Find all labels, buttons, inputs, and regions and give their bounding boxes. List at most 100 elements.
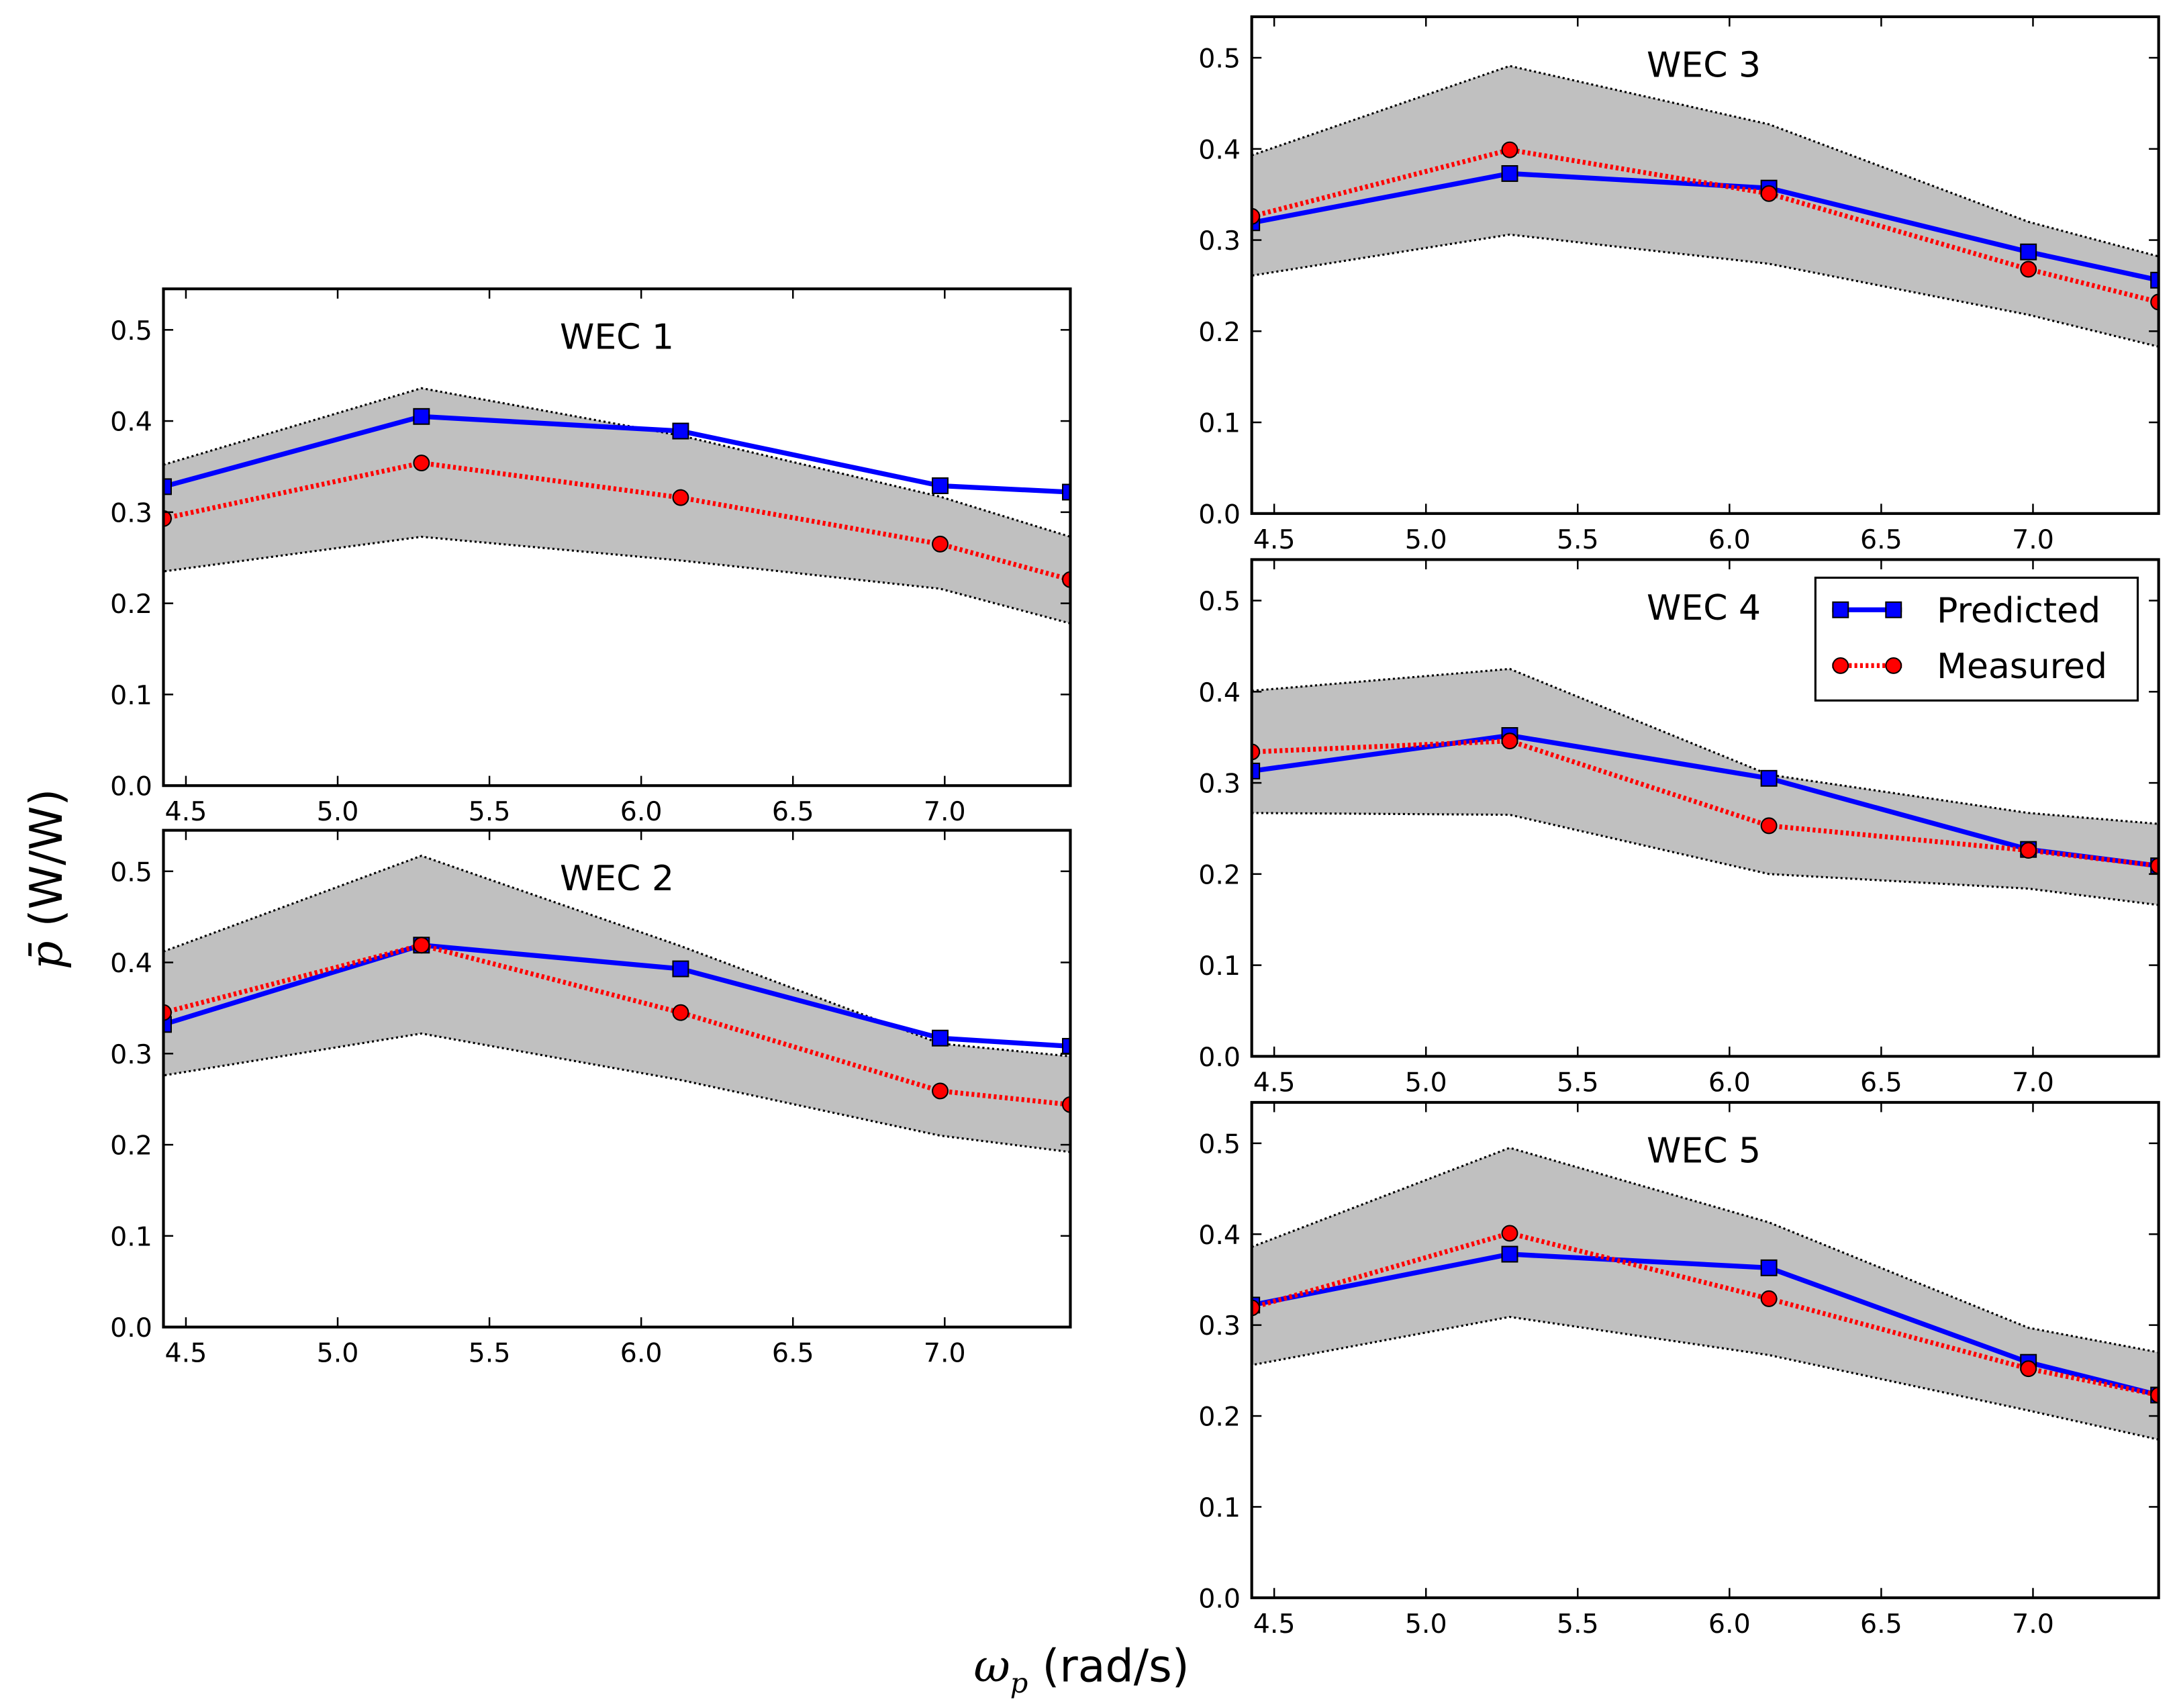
predicted-point [2150, 271, 2159, 289]
x-axis-symbol: ω [973, 1640, 1010, 1693]
measured-point [932, 535, 949, 553]
y-tick-label: 0.1 [1198, 951, 1241, 982]
band-lower-line [1251, 1315, 2159, 1441]
x-tick-label: 6.0 [1708, 1609, 1751, 1640]
measured-point [163, 510, 172, 527]
y-tick-label: 0.1 [1198, 408, 1241, 439]
y-tick-label: 0.5 [1198, 44, 1241, 75]
plot-area [1251, 64, 2159, 348]
x-tick-label: 6.5 [772, 1338, 814, 1369]
band-upper-line [163, 855, 1071, 1057]
panel-wec-3: 4.5 5.0 5.5 6.0 6.5 7.0 0.0 0.1 0.2 0.3 0.4 0.5 WEC … [1198, 15, 2160, 555]
y-tick-label: 0.3 [110, 1039, 152, 1070]
measured-point [413, 455, 430, 472]
y-axis-symbol: p̄ [20, 941, 72, 970]
measured-point [1501, 732, 1518, 750]
y-axis-label: p̄ (W/W) [20, 789, 72, 970]
band-lower-line [163, 535, 1071, 625]
x-tick-label: 6.0 [1708, 1067, 1751, 1098]
measured-point [1501, 141, 1518, 158]
measured-point [163, 1004, 172, 1021]
measured-point [1760, 1290, 1778, 1307]
legend-measured-marker [1832, 657, 1849, 674]
x-tick-label: 5.5 [469, 1338, 511, 1369]
predicted-point [1501, 1245, 1518, 1263]
measured-point [1062, 1096, 1071, 1113]
panel-title: WEC 2 [560, 859, 674, 899]
band-lower-line [1251, 812, 2159, 906]
legend-box [1814, 576, 2139, 702]
y-tick-label: 0.2 [110, 1131, 152, 1161]
y-tick-label: 0.1 [110, 680, 152, 711]
y-tick-label: 0.4 [1198, 1220, 1241, 1251]
x-tick-label: 5.0 [317, 796, 359, 827]
band-lower-line [1251, 233, 2159, 348]
predicted-point [1251, 762, 1261, 779]
x-tick-label: 4.5 [165, 1338, 207, 1369]
x-tick-label: 5.5 [469, 796, 511, 827]
axes-frame [1250, 1100, 2160, 1599]
measured-point [1501, 1225, 1518, 1242]
y-tick-label: 0.2 [1198, 1402, 1241, 1433]
x-tick-label: 7.0 [2012, 524, 2054, 555]
y-tick-label: 0.4 [110, 948, 152, 979]
legend-measured-label: Measured [1937, 647, 2107, 687]
panel-title: WEC 5 [1647, 1131, 1761, 1171]
panel-title: WEC 4 [1647, 588, 1761, 628]
measured-point [1760, 817, 1778, 835]
uncertainty-band [1251, 1147, 2159, 1440]
y-tick-label: 0.0 [1198, 499, 1241, 530]
x-tick-label: 4.5 [1253, 524, 1296, 555]
plot-area [163, 387, 1071, 625]
measured-point [2150, 293, 2159, 311]
measured-point [932, 1082, 949, 1100]
predicted-point [932, 1029, 949, 1047]
legend-predicted-marker [1832, 601, 1849, 618]
predicted-point [672, 422, 689, 440]
plot-area [1251, 667, 2159, 906]
measured-point [672, 489, 689, 506]
x-tick-label: 7.0 [2012, 1067, 2054, 1098]
measured-line [1251, 147, 2159, 305]
measured-point [672, 1004, 689, 1021]
axes-frame [1250, 558, 2160, 1058]
legend-predicted-label: Predicted [1937, 591, 2100, 631]
panel-wec-4: 4.5 5.0 5.5 6.0 6.5 7.0 0.0 0.1 0.2 0.3 0.4 0.5 WEC … [1198, 558, 2160, 1098]
plot-area [163, 855, 1071, 1153]
measured-point [413, 937, 430, 954]
legend-measured-marker [1885, 657, 1902, 674]
predicted-point [163, 1016, 172, 1033]
x-tick-label: 7.0 [924, 1338, 966, 1369]
measured-point [1251, 743, 1261, 761]
predicted-point [163, 478, 172, 495]
x-tick-label: 5.5 [1557, 1067, 1599, 1098]
measured-point [2020, 260, 2037, 278]
y-tick-label: 0.3 [110, 497, 152, 528]
predicted-point [413, 408, 430, 425]
measured-point [2020, 1360, 2037, 1378]
x-tick-label: 7.0 [2012, 1609, 2054, 1640]
y-tick-label: 0.1 [110, 1221, 152, 1252]
measured-line [163, 942, 1071, 1107]
y-axis-unit: (W/W) [20, 789, 72, 941]
panel-title: WEC 1 [560, 318, 674, 358]
x-tick-label: 5.0 [317, 1338, 359, 1369]
axes-frame [162, 828, 1072, 1329]
x-tick-label: 6.0 [1708, 524, 1751, 555]
y-tick-label: 0.4 [1198, 134, 1241, 165]
uncertainty-band [1251, 66, 2159, 347]
y-tick-label: 0.4 [110, 407, 152, 438]
y-tick-label: 0.3 [1198, 1311, 1241, 1341]
x-tick-label: 6.0 [620, 1338, 663, 1369]
measured-point [1062, 571, 1071, 588]
predicted-point [672, 960, 689, 978]
measured-point [2150, 1386, 2159, 1404]
predicted-point [932, 477, 949, 494]
y-tick-label: 0.0 [1198, 1042, 1241, 1073]
panel-wec-5: 4.5 5.0 5.5 6.0 6.5 7.0 0.0 0.1 0.2 0.3 0.4 0.5 WEC … [1198, 1100, 2160, 1640]
plot-area [1251, 1147, 2159, 1441]
x-tick-label: 6.5 [1860, 1609, 1902, 1640]
predicted-point [1760, 1259, 1778, 1276]
legend-predicted-marker [1885, 601, 1902, 618]
